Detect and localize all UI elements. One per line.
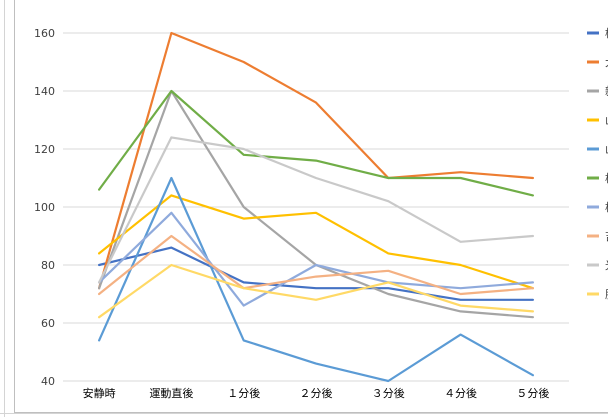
series-line-1[interactable] [97, 246, 535, 301]
x-tick-label: ４分後 [444, 386, 477, 400]
x-tick-label: ３分後 [372, 386, 405, 400]
y-tick-label: 100 [34, 201, 55, 214]
series-line-6[interactable] [97, 89, 535, 197]
sheet-gridline [0, 413, 608, 414]
x-tick-label: ２分後 [300, 386, 333, 400]
chart-canvas: 40 60 80 100 120 140 160 安静時 運動直後 １分後 ２分後 ３分後 ４分後 ５分後… [34, 26, 608, 400]
legend-label[interactable]: 山 [605, 114, 608, 127]
series-line-4[interactable] [97, 194, 535, 290]
series-line-7[interactable] [97, 211, 535, 307]
y-tick-label: 120 [34, 143, 55, 156]
legend-label[interactable]: 松 [605, 171, 608, 185]
series-line-5[interactable] [97, 176, 535, 383]
y-tick-label: 140 [34, 85, 55, 98]
legend-label[interactable]: 吉 [605, 230, 608, 243]
line-chart[interactable]: 40 60 80 100 120 140 160 安静時 運動直後 １分後 ２分後 ３分後 ４分後 ５分後… [14, 0, 608, 413]
series-line-9[interactable] [97, 136, 535, 284]
y-tick-label: 80 [41, 259, 55, 272]
legend-label[interactable]: 新 [605, 84, 608, 98]
x-tick-label: ５分後 [516, 386, 549, 400]
legend-label[interactable]: 山 [605, 143, 608, 156]
x-tick-label: 運動直後 [149, 386, 193, 400]
legend-label[interactable]: 松 [605, 200, 608, 214]
legend-label[interactable]: 大 [605, 55, 608, 69]
series-line-8[interactable] [97, 234, 535, 296]
x-tick-label: １分後 [227, 386, 260, 400]
legend-label[interactable]: 服 [605, 288, 608, 301]
x-tick-label: 安静時 [83, 386, 116, 400]
series-line-2[interactable] [97, 31, 535, 290]
legend-label[interactable]: 柿 [605, 26, 608, 40]
y-tick-label: 60 [41, 317, 55, 330]
legend-label[interactable]: 光 [605, 258, 608, 272]
y-tick-label: 160 [34, 27, 55, 40]
sheet-gridline [4, 0, 5, 417]
series-line-10[interactable] [97, 263, 535, 319]
series-line-3[interactable] [97, 89, 535, 319]
y-tick-label: 40 [41, 375, 55, 388]
